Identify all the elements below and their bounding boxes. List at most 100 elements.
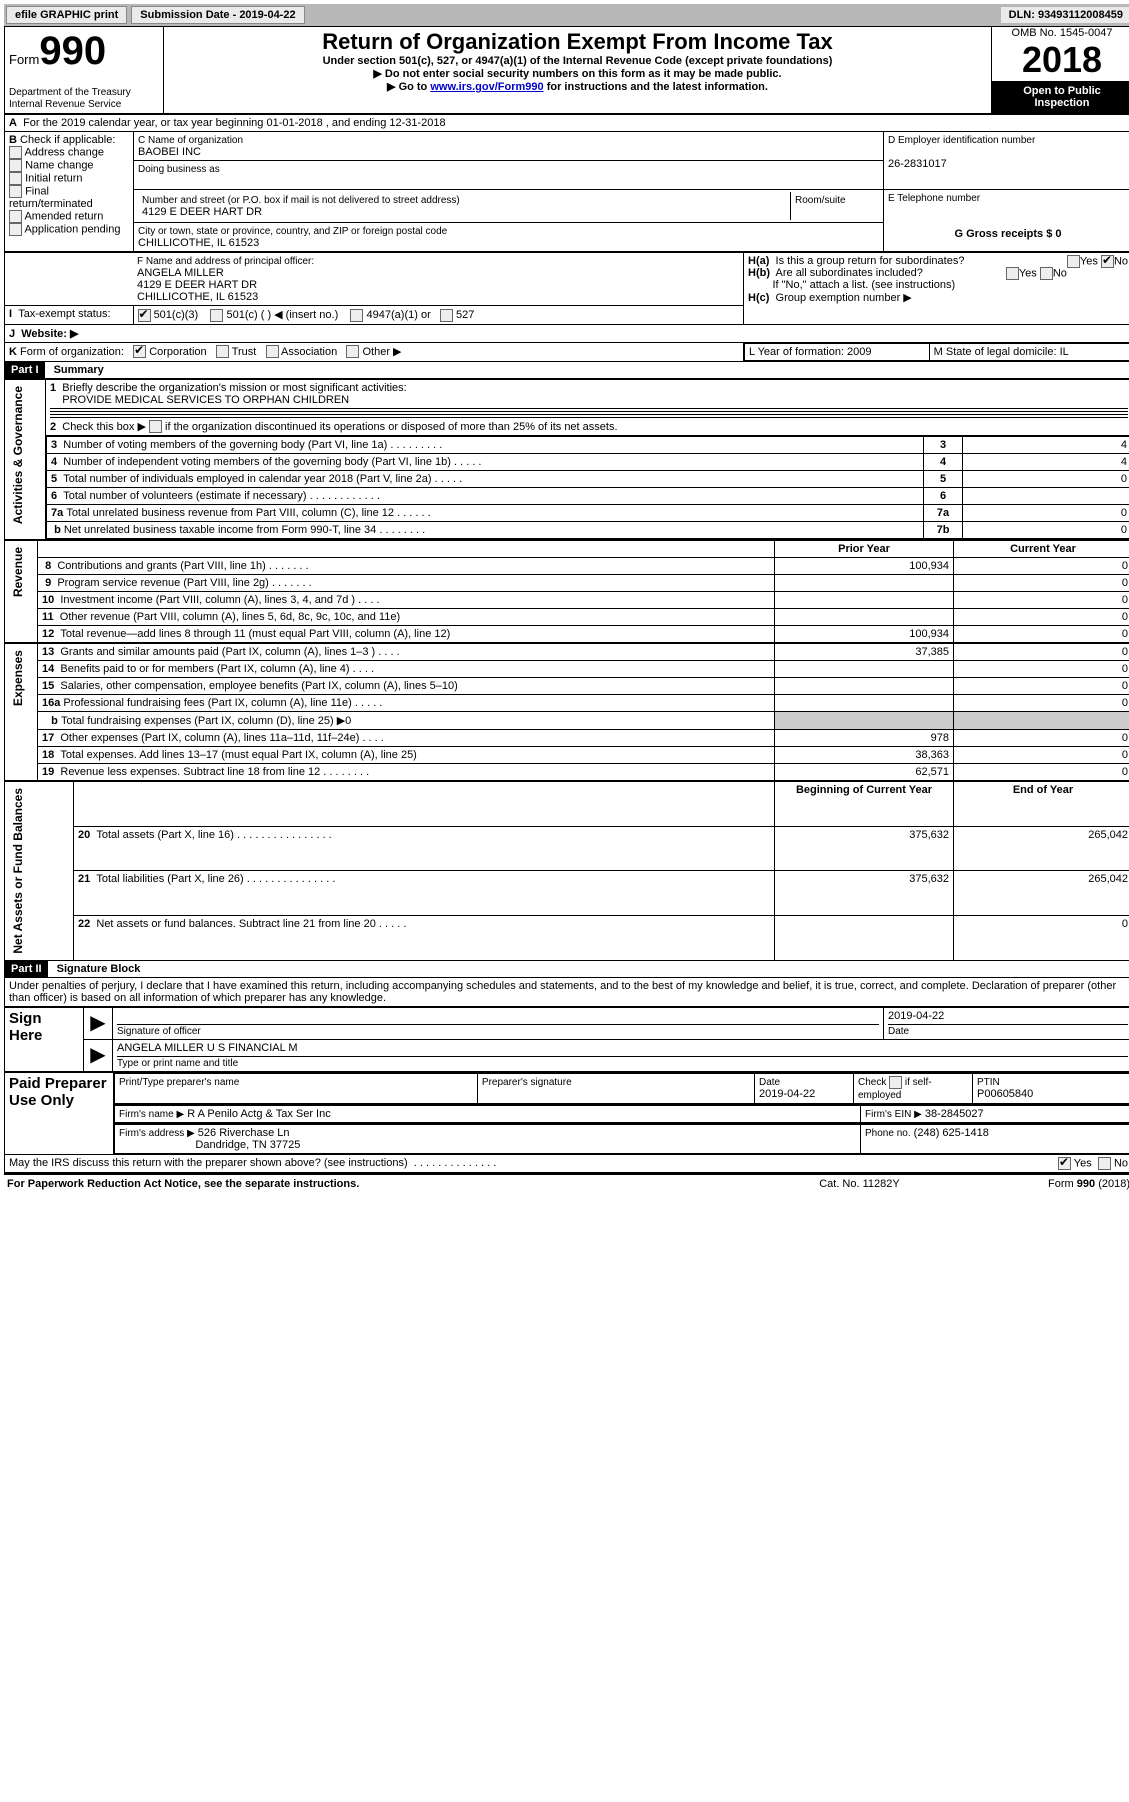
form-label: Form: [9, 52, 39, 67]
discuss-no[interactable]: [1098, 1157, 1111, 1170]
phone-lbl: Phone no.: [865, 1128, 911, 1139]
k-trust[interactable]: [216, 345, 229, 358]
part1-governance: Activities & Governance 1 Briefly descri…: [4, 379, 1129, 541]
part1-expenses: Expenses 13 Grants and similar amounts p…: [4, 643, 1129, 781]
initial-return-checkbox[interactable]: [9, 172, 22, 185]
ha-yes[interactable]: [1067, 255, 1080, 268]
k-corp[interactable]: [133, 345, 146, 358]
ptin: P00605840: [977, 1088, 1033, 1100]
k-label: Form of organization:: [20, 346, 124, 358]
self-employed-checkbox[interactable]: [889, 1076, 902, 1089]
i1: 501(c)(3): [154, 309, 199, 321]
tax-year: 2018: [992, 39, 1129, 81]
rev12c: 0: [954, 626, 1129, 643]
paid-preparer-block: Paid Preparer Use Only Print/Type prepar…: [4, 1072, 1129, 1173]
street-label: Number and street (or P.O. box if mail i…: [142, 195, 460, 206]
amended-return-checkbox[interactable]: [9, 210, 22, 223]
sign-here: Sign Here: [9, 1010, 42, 1044]
officer-name: ANGELA MILLER: [137, 267, 224, 279]
exp18c: 0: [954, 747, 1129, 764]
exp17c: 0: [954, 730, 1129, 747]
section-fhi: F Name and address of principal officer:…: [4, 252, 1129, 362]
rev10p: [775, 592, 954, 609]
i-4947[interactable]: [350, 309, 363, 322]
r6n: 6: [940, 490, 946, 502]
hb: Are all subordinates included?: [776, 267, 923, 279]
r5t: Total number of individuals employed in …: [63, 473, 431, 485]
q1: Briefly describe the organization's miss…: [62, 382, 406, 394]
r7bn: 7b: [937, 524, 950, 536]
dba-label: Doing business as: [138, 164, 220, 175]
c-name-label: C Name of organization: [138, 135, 243, 146]
exp16ac: 0: [954, 695, 1129, 712]
i-501c[interactable]: [210, 309, 223, 322]
subtitle-2: Do not enter social security numbers on …: [373, 68, 781, 80]
q2-checkbox[interactable]: [149, 420, 162, 433]
ha-no[interactable]: [1101, 255, 1114, 268]
part2-hdr: Part II: [5, 961, 48, 977]
discuss-yes[interactable]: [1058, 1157, 1071, 1170]
firm-ein: 38-2845027: [925, 1108, 984, 1120]
hb-no[interactable]: [1040, 267, 1053, 280]
cat-no: Cat. No. 11282Y: [771, 1177, 949, 1191]
m-state: M State of legal domicile: IL: [929, 343, 1129, 360]
r3t: Number of voting members of the governin…: [63, 439, 387, 451]
line-a: For the 2019 calendar year, or tax year …: [23, 117, 446, 129]
k2: Association: [281, 346, 337, 358]
b-label: Check if applicable:: [20, 134, 115, 146]
k3: Other ▶: [362, 346, 401, 358]
rev8c: 0: [954, 558, 1129, 575]
no: No: [1114, 1157, 1128, 1169]
final-return-checkbox[interactable]: [9, 185, 22, 198]
col-prior: Prior Year: [838, 543, 890, 555]
header-block: Form990 Department of the Treasury Inter…: [4, 26, 1129, 114]
r6v: [963, 488, 1129, 505]
k-other[interactable]: [346, 345, 359, 358]
i-501c3[interactable]: [138, 309, 151, 322]
r4t: Number of independent voting members of …: [63, 456, 451, 468]
sub3-post: for instructions and the latest informat…: [544, 81, 768, 93]
submission-date: Submission Date - 2019-04-22: [131, 6, 304, 24]
exp16at: Professional fundraising fees (Part IX, …: [63, 697, 351, 709]
i-527[interactable]: [440, 309, 453, 322]
i4: 527: [456, 309, 474, 321]
firm-ein-lbl: Firm's EIN ▶: [865, 1109, 922, 1120]
b0: Address change: [24, 146, 104, 158]
address-change-checkbox[interactable]: [9, 146, 22, 159]
part1-netassets: Net Assets or Fund Balances Beginning of…: [4, 781, 1129, 961]
net21t: Total liabilities (Part X, line 26): [96, 873, 243, 885]
sign-here-block: Sign Here ▶ Signature of officer 2019-04…: [4, 1007, 1129, 1072]
r6t: Total number of volunteers (estimate if …: [63, 490, 306, 502]
city: CHILLICOTHE, IL 61523: [138, 237, 259, 249]
officer-addr2: CHILLICOTHE, IL 61523: [137, 291, 258, 303]
application-pending-checkbox[interactable]: [9, 223, 22, 236]
instructions-link[interactable]: www.irs.gov/Form990: [430, 81, 543, 93]
city-label: City or town, state or province, country…: [138, 226, 447, 237]
part1-title: Summary: [48, 364, 104, 376]
exp17p: 978: [775, 730, 954, 747]
r5v: 0: [963, 471, 1129, 488]
b2: Initial return: [25, 172, 82, 184]
k-assoc[interactable]: [266, 345, 279, 358]
col-curr: Current Year: [1010, 543, 1076, 555]
efile-button[interactable]: efile GRAPHIC print: [6, 6, 127, 24]
vert-gov: Activities & Governance: [9, 382, 27, 528]
exp18t: Total expenses. Add lines 13–17 (must eq…: [60, 749, 416, 761]
discuss: May the IRS discuss this return with the…: [9, 1157, 408, 1169]
hc: Group exemption number ▶: [776, 292, 912, 304]
i2: 501(c) ( ) ◀ (insert no.): [226, 309, 338, 321]
net22t: Net assets or fund balances. Subtract li…: [96, 918, 375, 930]
exp16bt: Total fundraising expenses (Part IX, col…: [61, 715, 351, 727]
irs: Internal Revenue Service: [9, 99, 121, 110]
k1: Trust: [232, 346, 257, 358]
form-footer: Form 990 (2018): [1048, 1178, 1129, 1190]
r7at: Total unrelated business revenue from Pa…: [66, 507, 394, 519]
exp15p: [775, 678, 954, 695]
hb-yes[interactable]: [1006, 267, 1019, 280]
sig-date: 2019-04-22: [888, 1010, 1128, 1025]
section-a: A For the 2019 calendar year, or tax yea…: [4, 114, 1129, 252]
d-label: D Employer identification number: [888, 135, 1035, 146]
officer-addr1: 4129 E DEER HART DR: [137, 279, 257, 291]
r3n: 3: [940, 439, 946, 451]
name-change-checkbox[interactable]: [9, 159, 22, 172]
